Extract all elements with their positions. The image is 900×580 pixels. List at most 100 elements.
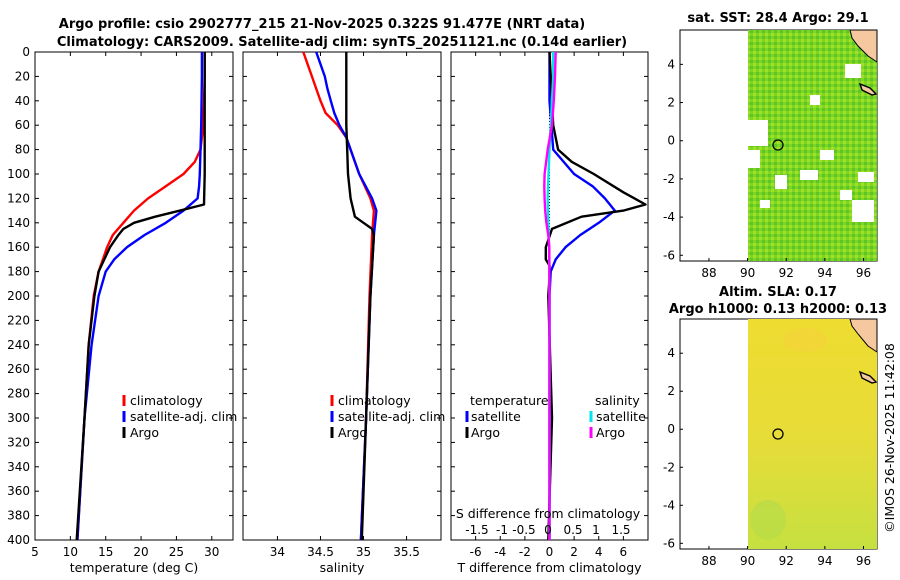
- s-tick-label: 1: [592, 523, 600, 537]
- x-tick-label: 35.5: [393, 545, 420, 559]
- sst-map-ticks: 88 90 92 94 96 -6 -4 -2 0 2 4: [663, 57, 871, 280]
- sst-cloud-gaps: [748, 64, 874, 222]
- x-tick-label: 5: [31, 545, 39, 559]
- y-tick-label: 140: [7, 216, 30, 230]
- x-tick-label: 10: [63, 545, 78, 559]
- x-tick-label: -6: [470, 545, 482, 559]
- s-tick-label: -1: [496, 523, 508, 537]
- map-y-tick-label: 4: [667, 346, 675, 360]
- s-tick-label: -0.5: [512, 523, 535, 537]
- sla-island: [858, 370, 878, 384]
- map-x-tick-label: 88: [701, 554, 716, 568]
- temperature-x-axis-label: temperature (deg C): [70, 560, 199, 575]
- series-line-satellite-adj-clim: [76, 52, 204, 541]
- temperature-panel: 5 10 15 20 25 3002040608010012014016018020022…: [7, 45, 234, 575]
- legend-label-argo: Argo: [130, 425, 159, 440]
- series-line-salinity-argo: [543, 51, 557, 540]
- title-line-1: Argo profile: csio 2902777_215 21-Nov-20…: [59, 17, 585, 32]
- sla-map-panel: Altim. SLA: 0.17 Argo h1000: 0.13 h2000:…: [663, 285, 887, 568]
- y-tick-label: 80: [15, 143, 30, 157]
- map-y-tick-label: -4: [663, 498, 675, 512]
- x-tick-label: 4: [595, 545, 603, 559]
- sla-high-patch: [783, 328, 827, 352]
- sst-argo-marker: [772, 139, 784, 151]
- legend-label-satellite: satellite-adj. clim: [130, 409, 237, 424]
- map-x-tick-label: 90: [740, 554, 755, 568]
- y-tick-label: 20: [15, 69, 30, 83]
- imos-credit: ©IMOS 26-Nov-2025 11:42:08: [882, 343, 897, 533]
- x-tick-label: 6: [620, 545, 628, 559]
- s-tick-label: -1.5: [465, 523, 488, 537]
- x-tick-label: 25: [169, 545, 184, 559]
- x-tick-label: 35: [356, 545, 371, 559]
- y-tick-label: 240: [7, 338, 30, 352]
- x-tick-label: 2: [570, 545, 578, 559]
- legend-label-climatology: climatology: [338, 393, 411, 408]
- s-difference-tick-labels: -1.5 -1 -0.5 0 0.5 1 1.5: [465, 523, 630, 537]
- y-tick-label: 400: [7, 533, 30, 547]
- title-line-2: Climatology: CARS2009. Satellite-adj cli…: [57, 35, 627, 50]
- sst-map-panel: sat. SST: 28.4 Argo: 29.1 88 90 92 94 96 -6 -4…: [663, 11, 878, 280]
- y-tick-label: 260: [7, 362, 30, 376]
- map-x-tick-label: 94: [817, 554, 832, 568]
- y-tick-label: 100: [7, 167, 30, 181]
- y-tick-label: 180: [7, 265, 30, 279]
- legend-label-temp-argo: Argo: [471, 425, 500, 440]
- map-y-tick-label: -4: [663, 210, 675, 224]
- sst-map-title: sat. SST: 28.4 Argo: 29.1: [687, 11, 868, 26]
- x-tick-label: 0: [546, 545, 554, 559]
- x-tick-label: -4: [494, 545, 506, 559]
- legend-label-sal-argo: Argo: [596, 425, 625, 440]
- legend-label-temp-satellite: satellite: [471, 409, 521, 424]
- map-x-tick-label: 88: [701, 266, 716, 280]
- difference-legend: temperature satellite Argo salinity sate…: [465, 393, 646, 440]
- x-tick-label: 34.5: [307, 545, 334, 559]
- y-tick-label: 40: [15, 94, 30, 108]
- s-tick-label: 0.5: [563, 523, 582, 537]
- y-tick-label: 220: [7, 313, 30, 327]
- x-tick-label: 15: [98, 545, 113, 559]
- map-x-tick-label: 90: [740, 266, 755, 280]
- salinity-legend: climatology satellite-adj. clim Argo: [330, 393, 445, 440]
- series-line-argo: [345, 52, 376, 541]
- map-y-tick-label: -2: [663, 460, 675, 474]
- legend-label-climatology: climatology: [130, 393, 203, 408]
- map-y-tick-label: 2: [667, 96, 675, 110]
- map-y-tick-label: 4: [667, 57, 675, 71]
- map-x-tick-label: 94: [817, 266, 832, 280]
- map-y-tick-label: 2: [667, 384, 675, 398]
- sla-map-ticks: 88 90 92 94 96 -6 -4 -2 0 2 4: [663, 346, 871, 568]
- y-tick-label: 120: [7, 191, 30, 205]
- sla-low-patch: [750, 500, 786, 540]
- difference-panel: -6 -4 -2 0 2 4 6T difference from climatology: [450, 51, 649, 575]
- x-tick-label: 30: [204, 545, 219, 559]
- legend-title-temperature: temperature: [470, 393, 549, 408]
- s-tick-label: 0: [544, 523, 552, 537]
- map-y-tick-label: -6: [663, 248, 675, 262]
- series-line-temperature-satellite: [548, 52, 616, 540]
- difference-x-axis-label: T difference from climatology: [456, 560, 642, 575]
- temperature-legend: climatology satellite-adj. clim Argo: [122, 393, 237, 440]
- y-tick-label: 200: [7, 289, 30, 303]
- map-x-tick-label: 96: [856, 554, 871, 568]
- y-tick-label: 340: [7, 460, 30, 474]
- map-x-tick-label: 92: [779, 266, 794, 280]
- s-tick-label: 1.5: [611, 523, 630, 537]
- sst-island: [858, 82, 878, 96]
- salinity-axes-box: [242, 51, 442, 541]
- sla-argo-marker: [772, 428, 784, 440]
- x-tick-label: 34: [270, 545, 285, 559]
- y-tick-label: 280: [7, 387, 30, 401]
- y-tick-label: 160: [7, 240, 30, 254]
- legend-label-sal-satellite: satellite: [596, 409, 646, 424]
- map-y-tick-label: 0: [667, 422, 675, 436]
- sla-map-title-line-2: Argo h1000: 0.13 h2000: 0.13: [669, 302, 887, 317]
- y-tick-label: 380: [7, 509, 30, 523]
- salinity-panel: 34 34.5 35 35.5 salinity: [242, 51, 442, 575]
- map-x-tick-label: 96: [856, 266, 871, 280]
- series-line-argo: [75, 52, 206, 541]
- x-tick-label: 20: [133, 545, 148, 559]
- y-tick-label: 60: [15, 118, 30, 132]
- y-tick-label: 320: [7, 435, 30, 449]
